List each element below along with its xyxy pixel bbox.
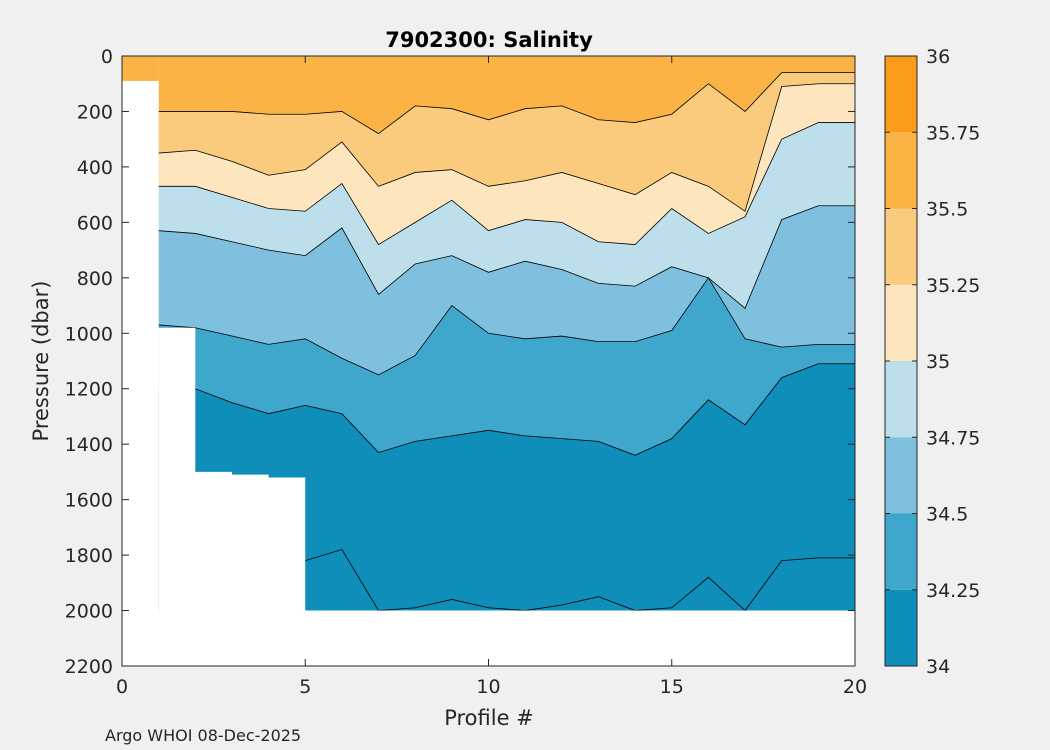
isohaline-35.25: [158, 83, 855, 212]
isohaline-35.5: [158, 72, 855, 135]
mask-bottom: [158, 327, 855, 666]
y-tick-label: 1200: [65, 379, 113, 401]
colorbar-tick-label: 34: [926, 656, 950, 678]
x-axis-ticks: 0 5 10 15 20: [116, 56, 867, 698]
isohaline-34.5: [158, 277, 855, 376]
colorbar-segment: [885, 284, 917, 361]
isohaline-35: [158, 122, 855, 246]
colorbar-segment: [885, 589, 917, 666]
colorbar-tick-label: 35.75: [926, 122, 980, 144]
y-tick-label: 2000: [65, 601, 113, 623]
mask-surface-strip: [122, 56, 159, 81]
band-below-34: [158, 549, 855, 614]
y-tick-label: 400: [77, 157, 113, 179]
y-tick-label: 1400: [65, 434, 113, 456]
colorbar-segment: [885, 208, 917, 285]
colorbar-segment: [885, 361, 917, 438]
contour-lines: [158, 72, 855, 612]
footer-credit: Argo WHOI 08-Dec-2025: [105, 726, 302, 745]
colorbar: 34 34.25 34.5 34.75 35 35.25 35.5 35.75 36: [884, 46, 980, 678]
colorbar-segment: [885, 56, 917, 133]
colorbar-tick-label: 36: [926, 46, 950, 68]
contour-bands: [158, 56, 855, 614]
y-tick-label: 1000: [65, 323, 113, 345]
colorbar-segment: [885, 437, 917, 514]
x-tick-label: 5: [299, 676, 311, 698]
x-tick-label: 10: [476, 676, 500, 698]
y-tick-label: 800: [77, 268, 113, 290]
y-axis-label: Pressure (dbar): [29, 281, 53, 442]
no-data-mask: [122, 56, 855, 667]
y-tick-label: 1600: [65, 490, 113, 512]
colorbar-tick-label: 35.25: [926, 275, 980, 297]
colorbar-segment: [885, 132, 917, 209]
isohaline-34.25: [158, 363, 855, 456]
colorbar-segment: [885, 513, 917, 590]
colorbar-tick-label: 34.75: [926, 427, 980, 449]
colorbar-tick-label: 35: [926, 351, 950, 373]
isohaline-34.75: [158, 205, 855, 309]
colorbar-tick-label: 35.5: [926, 199, 968, 221]
y-tick-label: 600: [77, 212, 113, 234]
x-tick-label: 20: [843, 676, 867, 698]
x-axis-label: Profile #: [444, 706, 534, 730]
y-tick-label: 0: [101, 46, 113, 68]
colorbar-tick-label: 34.5: [926, 504, 968, 526]
y-tick-label: 200: [77, 101, 113, 123]
x-tick-label: 15: [660, 676, 684, 698]
y-tick-label: 1800: [65, 545, 113, 567]
colorbar-tick-label: 34.25: [926, 580, 980, 602]
band-below-34.25: [158, 363, 855, 614]
chart-title: 7902300: Salinity: [385, 28, 593, 52]
y-tick-label: 2200: [65, 656, 113, 678]
y-axis-ticks: 0 200 400 600 800 1000 1200 1400 1600 1800 2000 220…: [65, 46, 855, 678]
mask-left: [122, 80, 159, 667]
x-tick-label: 0: [116, 676, 128, 698]
